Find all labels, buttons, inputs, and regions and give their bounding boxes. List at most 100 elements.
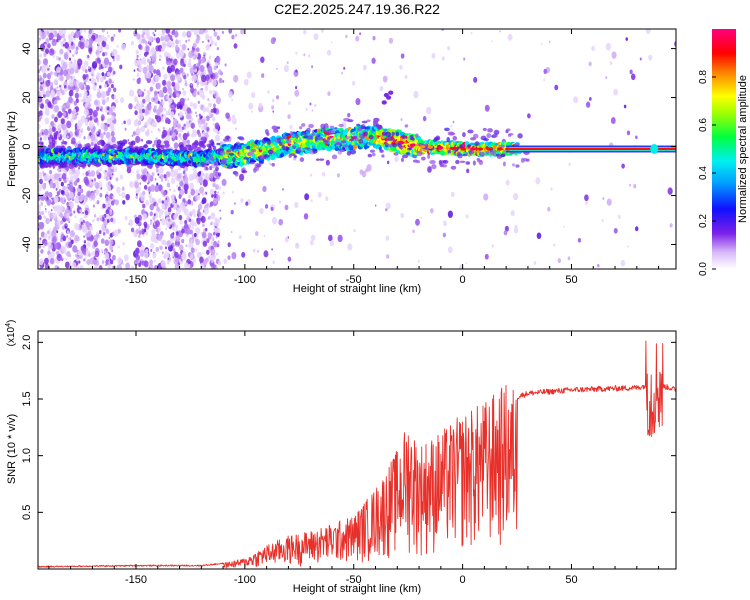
heatmap-speckle xyxy=(75,46,79,51)
heatmap-speckle xyxy=(116,44,119,48)
heatmap-speckle xyxy=(46,31,50,35)
heatmap-speckle xyxy=(51,126,56,133)
heatmap-speckle xyxy=(171,38,174,42)
heatmap-speckle xyxy=(42,58,48,66)
heatmap-speckle xyxy=(74,197,80,204)
heatmap-speckle xyxy=(113,94,117,99)
heatmap-speckle xyxy=(85,121,89,126)
heatmap-speckle xyxy=(56,66,61,74)
heatmap-speckle xyxy=(195,189,199,195)
heatmap-speckle xyxy=(42,244,46,249)
heatmap-speckle xyxy=(80,128,84,133)
heatmap-speckle xyxy=(128,219,134,227)
heatmap-speckle xyxy=(76,112,79,116)
heatmap-speckle xyxy=(160,260,166,268)
heatmap-speckle xyxy=(210,235,214,241)
heatmap-speckle xyxy=(74,131,78,136)
heatmap-speckle xyxy=(673,41,676,47)
heatmap-speckle xyxy=(70,181,72,185)
heatmap-speckle xyxy=(154,185,160,193)
heatmap-speckle xyxy=(181,251,187,258)
heatmap-speckle xyxy=(146,118,151,125)
heatmap-speckle xyxy=(74,92,80,99)
heatmap-speckle xyxy=(134,59,139,67)
heatmap-speckle xyxy=(205,115,210,122)
heatmap-speckle xyxy=(251,110,253,113)
heatmap-speckle xyxy=(183,183,189,191)
heatmap-speckle xyxy=(62,112,67,117)
heatmap-speckle xyxy=(109,107,113,112)
heatmap-speckle xyxy=(51,182,56,189)
heatmap-speckle xyxy=(181,228,185,234)
heatmap-speckle xyxy=(263,250,269,258)
heatmap-speckle xyxy=(113,229,119,237)
heatmap-speckle xyxy=(39,237,42,240)
heatmap-speckle xyxy=(105,263,107,267)
heatmap-speckle xyxy=(271,217,278,225)
heatmap-speckle xyxy=(84,179,90,186)
heatmap-speckle xyxy=(170,64,176,72)
heatmap-speckle xyxy=(46,86,50,91)
heatmap-speckle xyxy=(259,207,264,215)
heatmap-speckle xyxy=(278,218,283,226)
heatmap-speckle xyxy=(260,56,265,63)
heatmap-cell xyxy=(315,158,320,161)
heatmap-speckle xyxy=(121,122,124,126)
heatmap-speckle xyxy=(139,249,145,257)
heatmap-speckle xyxy=(213,108,217,114)
heatmap-speckle xyxy=(178,140,181,143)
heatmap-speckle xyxy=(129,89,135,97)
heatmap-speckle xyxy=(134,181,139,189)
heatmap-speckle xyxy=(588,61,592,67)
heatmap-speckle xyxy=(605,76,608,80)
heatmap-speckle xyxy=(276,95,279,100)
heatmap-speckle xyxy=(65,257,68,260)
heatmap-speckle xyxy=(175,224,179,230)
heatmap-speckle xyxy=(122,241,125,246)
heatmap-speckle xyxy=(196,195,201,201)
heatmap-speckle xyxy=(216,243,220,248)
heatmap-cell xyxy=(96,140,102,146)
heatmap-speckle xyxy=(59,84,62,88)
heatmap-speckle xyxy=(203,172,210,181)
heatmap-speckle xyxy=(134,216,140,224)
heatmap-speckle xyxy=(143,88,146,92)
heatmap-speckle xyxy=(626,130,631,136)
heatmap-speckle xyxy=(634,226,639,232)
heatmap-speckle xyxy=(165,197,168,200)
heatmap-speckle xyxy=(241,251,246,258)
heatmap-speckle xyxy=(93,240,98,247)
heatmap-speckle xyxy=(184,82,188,87)
heatmap-speckle xyxy=(325,159,330,166)
heatmap-speckle xyxy=(211,194,214,198)
heatmap-speckle xyxy=(49,29,55,33)
heatmap-speckle xyxy=(49,227,51,231)
heatmap-speckle xyxy=(185,39,188,43)
heatmap-speckle xyxy=(188,51,194,59)
heatmap-speckle xyxy=(85,221,91,229)
heatmap-speckle xyxy=(267,90,270,94)
heatmap-speckle xyxy=(79,92,83,98)
heatmap-speckle xyxy=(157,100,160,104)
heatmap-speckle xyxy=(353,229,356,233)
heatmap-speckle xyxy=(59,118,61,121)
heatmap-speckle xyxy=(202,252,204,255)
heatmap-speckle xyxy=(107,181,112,187)
heatmap-speckle xyxy=(135,135,141,144)
heatmap-speckle xyxy=(106,200,112,208)
heatmap-speckle xyxy=(52,206,55,209)
heatmap-speckle xyxy=(150,243,155,250)
heatmap-speckle xyxy=(49,257,55,265)
heatmap-speckle xyxy=(117,257,123,265)
heatmap-speckle xyxy=(645,29,651,35)
heatmap-speckle xyxy=(195,38,200,44)
heatmap-cell xyxy=(232,157,236,163)
heatmap-speckle xyxy=(204,29,208,34)
heatmap-speckle xyxy=(155,168,159,173)
heatmap-speckle xyxy=(185,121,190,128)
heatmap-speckle xyxy=(70,175,74,181)
heatmap-speckle xyxy=(207,65,213,73)
heatmap-speckle xyxy=(192,208,196,215)
heatmap-speckle xyxy=(39,85,44,91)
heatmap-speckle xyxy=(217,137,220,141)
